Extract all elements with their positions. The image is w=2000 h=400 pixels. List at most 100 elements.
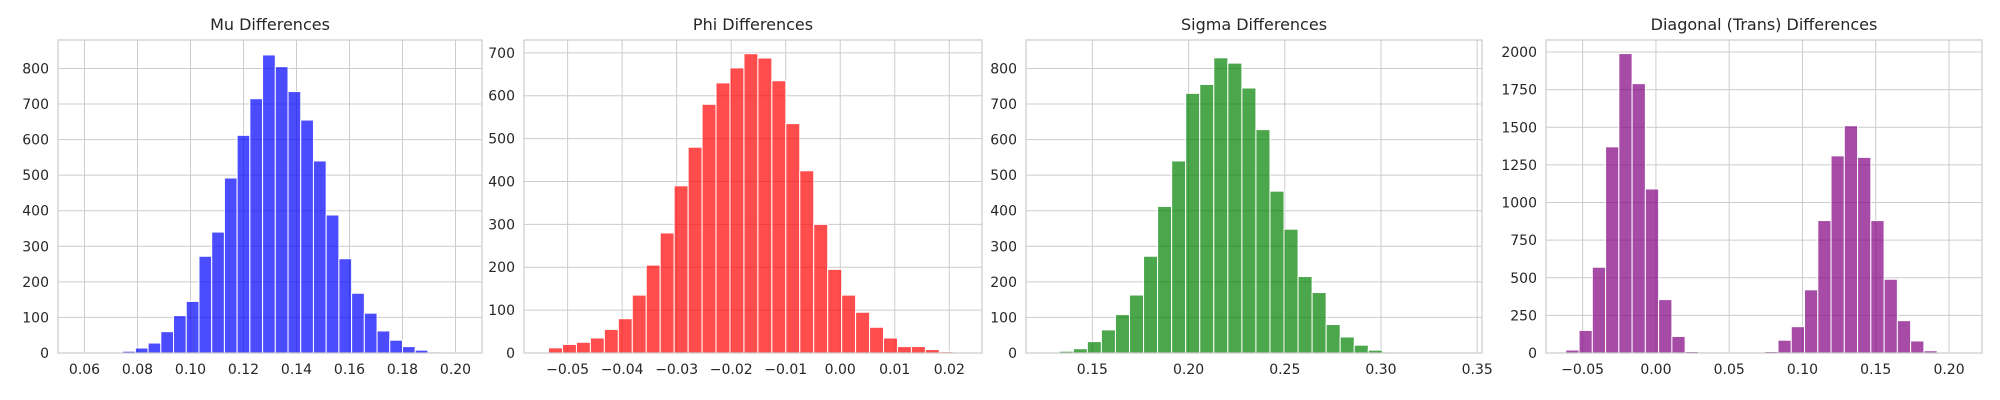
diagonal-trans-differences-y-tick-label: 250: [1510, 308, 1537, 324]
mu-differences-x-tick-label: 0.16: [334, 362, 365, 378]
mu-differences-bar: [249, 98, 264, 354]
phi-differences-chart: −0.05 −0.04 −0.03 −0.02 −0.01 0.00 0.01 0.02 0 10…: [488, 15, 983, 378]
phi-differences-bar: [827, 268, 843, 354]
sigma-differences-y-tick-label: 800: [990, 61, 1017, 77]
diagonal-trans-differences-chart: −0.05 0.00 0.05 0.10 0.15 0.20 0 250 500 750 1000 1…: [1501, 15, 1983, 378]
phi-differences-bar: [813, 223, 829, 354]
phi-differences-y-tick-label: 500: [488, 132, 515, 148]
mu-differences-y-tick-label: 300: [22, 239, 49, 255]
phi-differences-bar: [771, 80, 787, 354]
sigma-differences-x-tick-label: 0.20: [1173, 362, 1204, 378]
phi-differences-y-tick-label: 100: [488, 303, 515, 319]
phi-differences-bar: [910, 346, 926, 354]
phi-differences-x-tick-label: −0.03: [655, 362, 698, 378]
diagonal-trans-differences-y-tick-label: 500: [1510, 271, 1537, 287]
mu-differences-title: Mu Differences: [210, 15, 330, 34]
phi-differences-x-tick-label: −0.01: [764, 362, 807, 378]
phi-differences-bar: [701, 103, 717, 354]
phi-differences-title: Phi Differences: [693, 15, 813, 34]
diagonal-trans-differences-y-tick-label: 2000: [1501, 45, 1537, 61]
sigma-differences-bar: [1199, 83, 1215, 354]
mu-differences-bar: [185, 300, 200, 354]
diagonal-trans-differences-bar: [1618, 53, 1633, 354]
sigma-differences-y-tick-label: 100: [990, 310, 1017, 326]
mu-differences-x-tick-label: 0.20: [440, 362, 471, 378]
mu-differences-x-tick-label: 0.14: [281, 362, 312, 378]
diagonal-trans-differences-bar: [1804, 289, 1819, 354]
diagonal-trans-differences-bar: [1631, 83, 1646, 354]
mu-differences-frame: [57, 39, 483, 354]
mu-differences-y-tick-label: 400: [22, 204, 49, 220]
phi-differences-bar: [659, 232, 675, 354]
phi-differences-bar: [589, 337, 605, 354]
sigma-differences-y-tick-label: 500: [990, 168, 1017, 184]
diagonal-trans-differences-bar: [1644, 188, 1660, 354]
mu-differences-bar: [147, 342, 162, 354]
mu-differences-bar: [312, 160, 327, 354]
diagonal-trans-differences-x-tick-label: 0.00: [1640, 362, 1671, 378]
sigma-differences-bar: [1114, 314, 1131, 354]
mu-differences-bar: [160, 331, 175, 354]
phi-differences-y-tick-label: 600: [488, 89, 515, 105]
sigma-differences-y-tick-label: 600: [990, 133, 1017, 149]
diagonal-trans-differences-bar: [1790, 326, 1806, 354]
diagonal-trans-differences-bar: [1830, 155, 1845, 354]
phi-differences-bar: [896, 346, 912, 354]
phi-differences-y-tick-label: 700: [488, 46, 515, 62]
phi-differences-x-tick-label: −0.04: [601, 362, 644, 378]
diagonal-trans-differences-bar: [1777, 339, 1792, 354]
phi-differences-bar: [869, 326, 885, 354]
mu-differences-bar: [134, 347, 149, 354]
diagonal-trans-differences-bar: [1883, 278, 1898, 354]
sigma-differences-y-tick-label: 0: [1008, 346, 1017, 362]
mu-differences-x-tick-label: 0.08: [122, 362, 153, 378]
mu-differences-bar: [338, 258, 353, 354]
diagonal-trans-differences-y-tick-label: 1750: [1501, 83, 1537, 99]
sigma-differences-bar: [1171, 160, 1187, 354]
mu-differences-bar: [300, 119, 314, 354]
phi-differences-y-tick-label: 400: [488, 174, 515, 190]
mu-differences-y-tick-label: 700: [22, 97, 49, 113]
mu-differences-bar: [211, 231, 225, 354]
diagonal-trans-differences-y-tick-label: 750: [1510, 233, 1537, 249]
phi-differences-bar: [687, 146, 703, 354]
diagonal-trans-differences-x-tick-label: 0.20: [1933, 362, 1964, 378]
mu-differences-bar: [363, 312, 378, 354]
mu-differences-bar: [376, 330, 391, 354]
diagonal-trans-differences-y-tick-label: 0: [1528, 346, 1537, 362]
sigma-differences-bar: [1143, 255, 1159, 354]
sigma-differences-x-tick-label: 0.25: [1269, 362, 1300, 378]
mu-differences-bar: [389, 339, 403, 354]
diagonal-trans-differences-x-tick-label: 0.15: [1860, 362, 1891, 378]
diagonal-trans-differences-x-tick-label: 0.10: [1787, 362, 1818, 378]
phi-differences-frame: [523, 39, 983, 354]
mu-differences-bar: [173, 315, 187, 354]
sigma-differences-bar: [1255, 129, 1271, 354]
diagonal-trans-differences-x-tick-label: 0.05: [1714, 362, 1745, 378]
diagonal-trans-differences-x-tick-label: −0.05: [1561, 362, 1604, 378]
phi-differences-y-tick-label: 300: [488, 217, 515, 233]
mu-differences-x-tick-label: 0.18: [387, 362, 418, 378]
mu-differences-y-tick-label: 800: [22, 61, 49, 77]
mu-differences-x-tick-label: 0.12: [228, 362, 259, 378]
diagonal-trans-differences-y-tick-label: 1000: [1501, 196, 1537, 212]
diagonal-trans-differences-bar: [1857, 156, 1872, 354]
sigma-differences-y-tick-label: 200: [990, 275, 1017, 291]
sigma-differences-bar: [1157, 205, 1173, 354]
diagonal-trans-differences-y-tick-label: 1500: [1501, 120, 1537, 136]
mu-differences-x-tick-label: 0.10: [175, 362, 206, 378]
sigma-differences-x-tick-label: 0.30: [1365, 362, 1396, 378]
phi-differences-bar: [673, 185, 689, 354]
phi-differences-bar: [575, 341, 591, 354]
phi-differences-bar: [548, 347, 563, 354]
sigma-differences-bar: [1072, 348, 1088, 354]
phi-differences-bar: [729, 67, 745, 354]
phi-differences-bar: [561, 343, 577, 354]
phi-differences-bar: [603, 328, 619, 354]
sigma-differences-bar: [1297, 276, 1313, 354]
diagonal-trans-differences-title: Diagonal (Trans) Differences: [1651, 15, 1878, 34]
diagonal-trans-differences-bar: [1658, 299, 1673, 354]
diagonal-trans-differences-bar: [1817, 220, 1832, 354]
phi-differences-bar: [631, 294, 647, 354]
